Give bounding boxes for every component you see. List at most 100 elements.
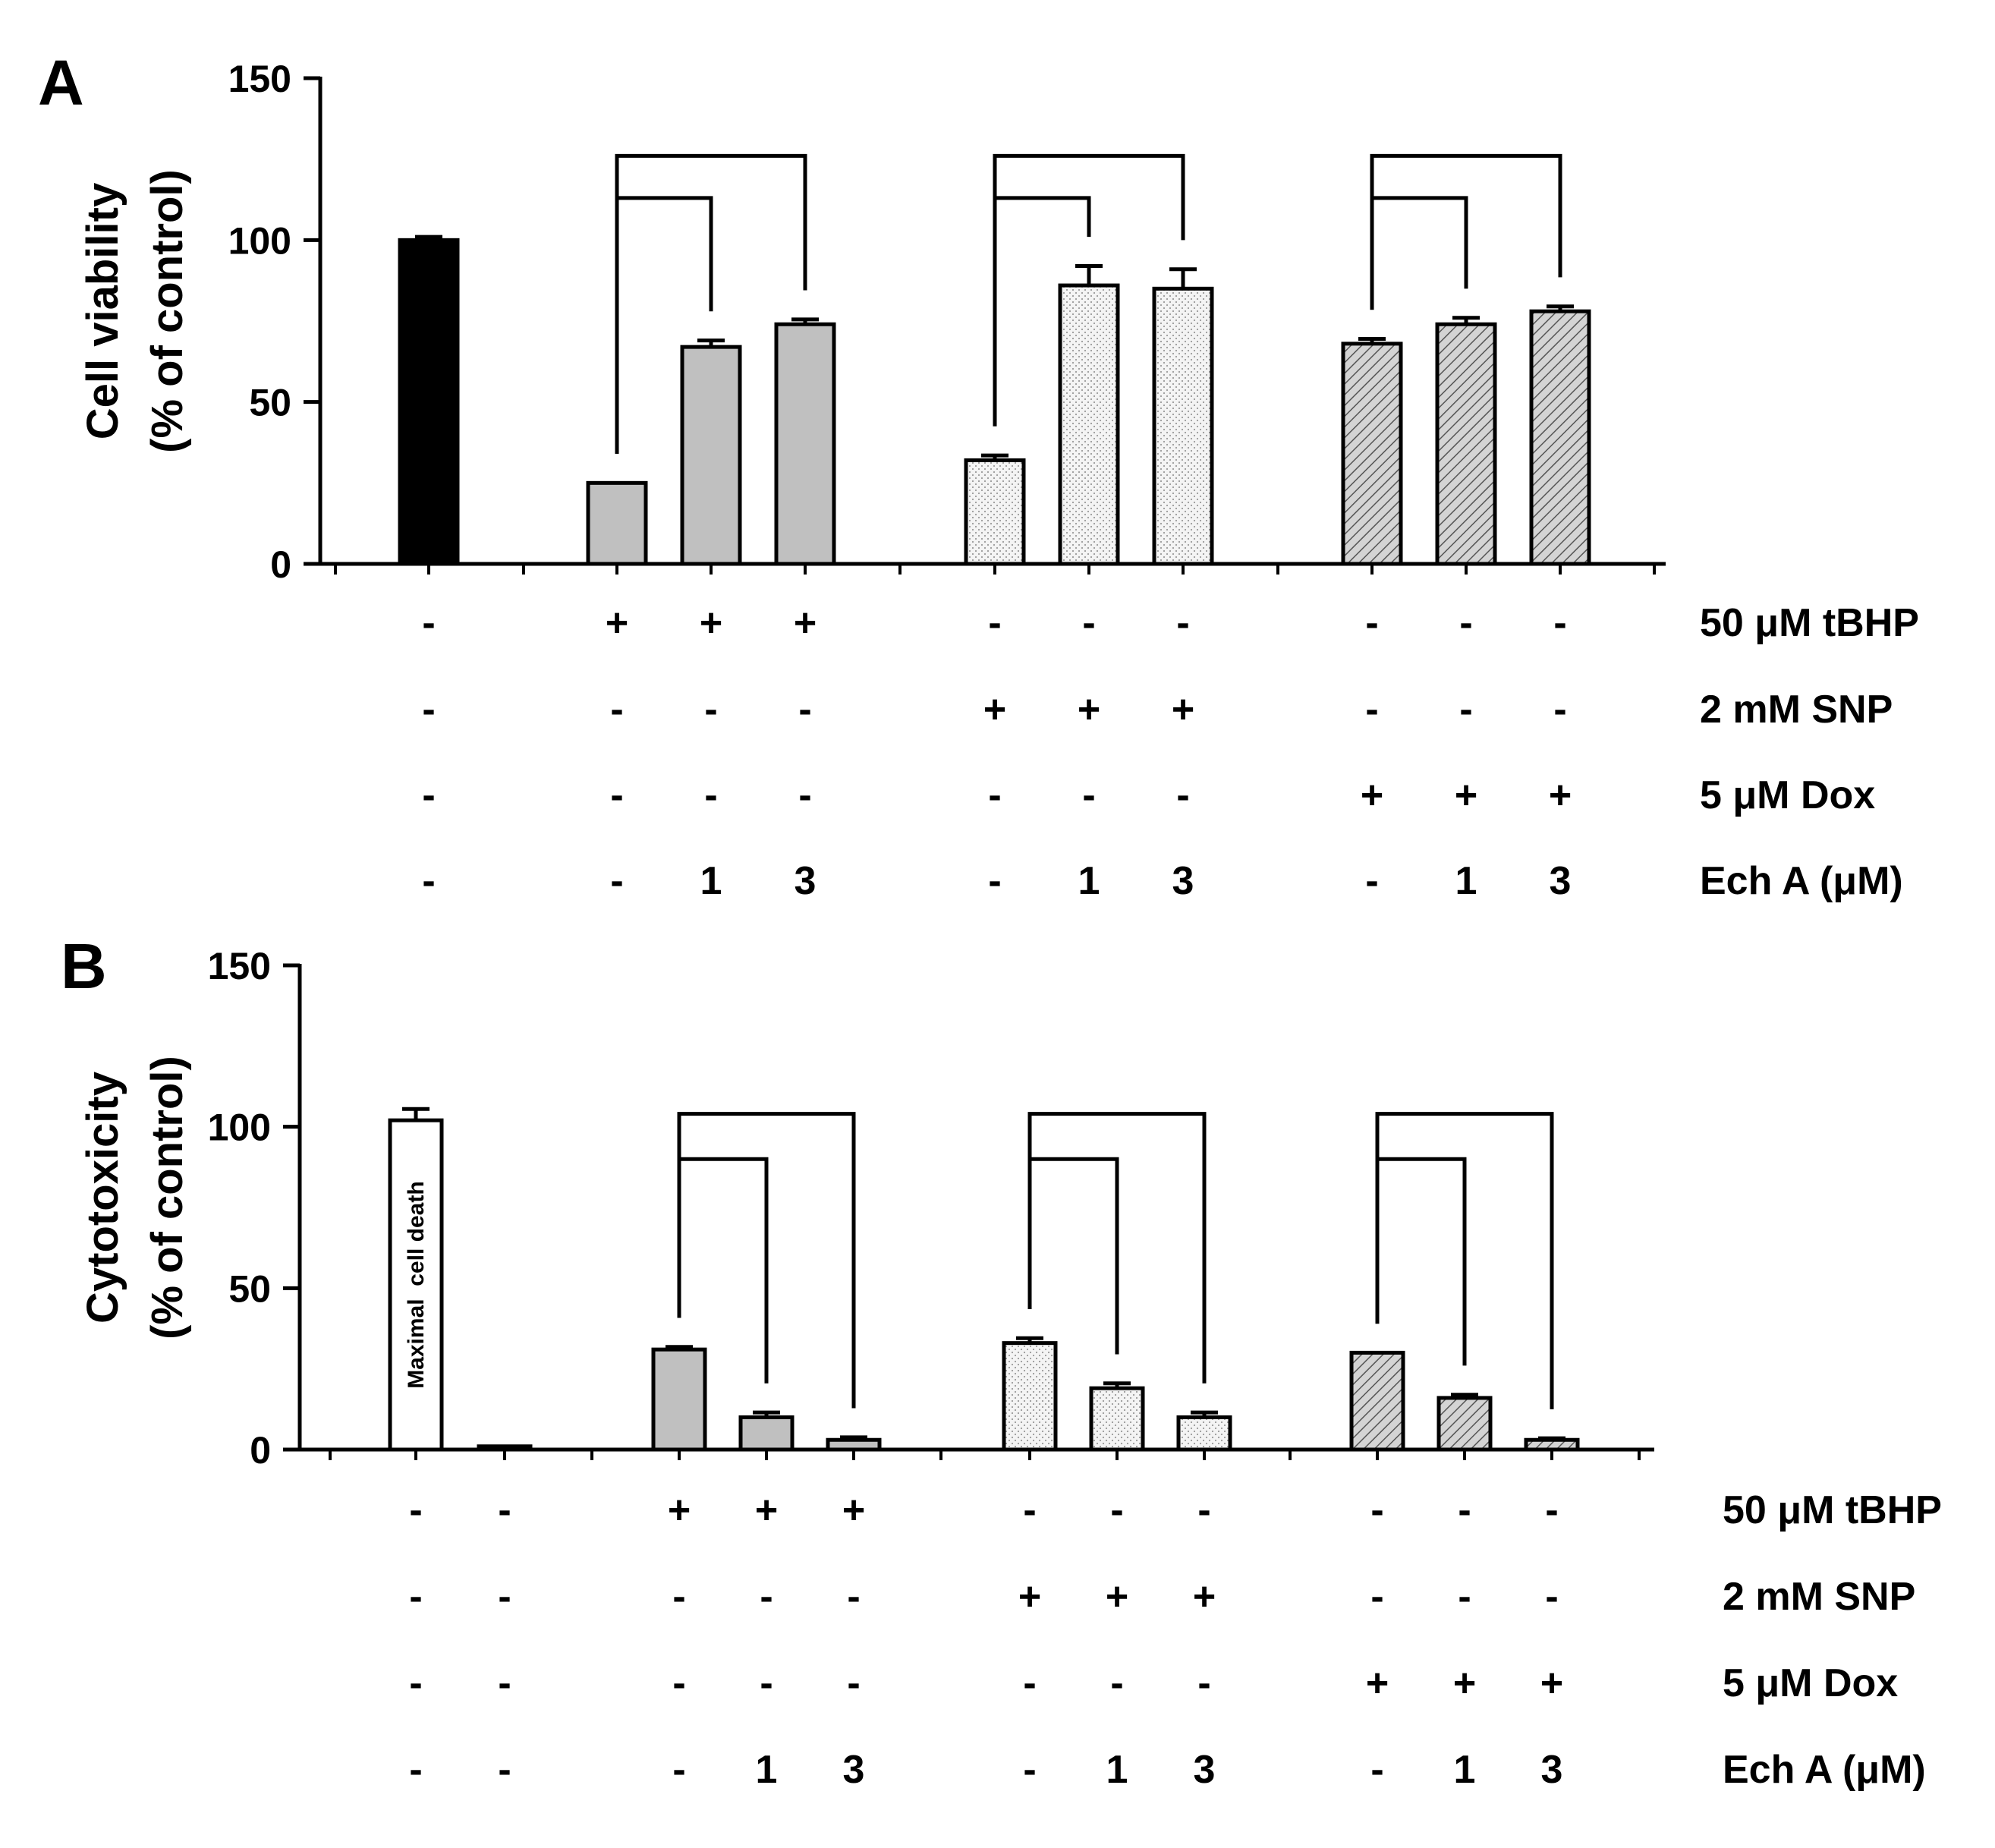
panel-a-treatment-cell: -: [1082, 773, 1095, 817]
panel-a-treatment-label: 5 μM Dox: [1700, 773, 1875, 817]
panel-a-ytick-label: 150: [228, 58, 291, 100]
panel-b-treatment-cell: -: [498, 1488, 511, 1532]
panel-b-bar: [477, 1444, 533, 1452]
panel-b-treatment-cell: -: [847, 1661, 860, 1705]
panel-b-treatment-cell: +: [1453, 1661, 1476, 1705]
panel-b-ytick-label: 100: [208, 1107, 271, 1149]
panel-b-bar: [651, 1347, 707, 1452]
panel-b-bar: [1524, 1437, 1580, 1452]
panel-b-treatment-cell: -: [1023, 1661, 1036, 1705]
panel-a-treatment-cell: -: [610, 773, 623, 817]
panel-a-treatment-cell: 1: [700, 859, 722, 903]
panel-a-bar: [964, 458, 1026, 566]
panel-a-treatment-cell: +: [1455, 773, 1477, 817]
panel-b-ytick-label: 150: [208, 945, 271, 987]
panel-a-ylabel: Cell viability (% of control): [78, 169, 192, 453]
panel-a-treatment-cell: -: [704, 773, 717, 817]
panel-a-treatment-cell: 3: [1550, 859, 1572, 903]
panel-b-ylabel-sub: (% of control): [143, 1056, 192, 1340]
panel-b-treatment-cell: -: [847, 1575, 860, 1619]
panel-b-treatment-cell: +: [1106, 1575, 1128, 1619]
panel-a-treatment-cell: +: [794, 601, 817, 645]
panel-a-treatment-cell: 3: [795, 859, 817, 903]
panel-a-ytick-label: 100: [228, 219, 291, 262]
panel-b-bar: [1436, 1396, 1493, 1452]
panel-b-treatment-label: 2 mM SNP: [1723, 1575, 1915, 1619]
panel-a-ytick-label: 50: [249, 382, 291, 424]
panel-a-treatment-cell: -: [1459, 601, 1472, 645]
panel-a-ylabel-sub: (% of control): [143, 169, 192, 453]
panel-b-treatment-label: 5 μM Dox: [1723, 1661, 1898, 1705]
panel-b-treatment-cell: -: [1023, 1488, 1036, 1532]
panel-a-bar: [398, 238, 460, 566]
panel-b-treatment-cell: -: [1458, 1575, 1471, 1619]
panel-b-treatment-cell: +: [1018, 1575, 1041, 1619]
panel-a-bar: [1435, 322, 1497, 566]
panel-a-treatment-cell: -: [704, 688, 717, 732]
panel-a-significance-bracket: [615, 153, 807, 454]
panel-a-treatment-cell: +: [700, 601, 722, 645]
panel-b-treatment-cell: +: [1193, 1575, 1216, 1619]
panel-a-treatment-cell: +: [1172, 688, 1194, 732]
panel-b-treatment-cell: -: [409, 1575, 422, 1619]
panel-b-bar: [1002, 1341, 1058, 1452]
panel-a-ytick-label: 0: [270, 543, 291, 586]
panel-a-treatment-cell: +: [1078, 688, 1100, 732]
panel-b-treatment-cell: -: [498, 1575, 511, 1619]
panel-a-treatment-cell: -: [1365, 859, 1378, 903]
panel-b-treatment-cell: -: [1370, 1488, 1383, 1532]
panel-a-treatment-cell: -: [798, 688, 811, 732]
panel-a-significance-bracket: [1370, 153, 1562, 310]
panel-a-bar: [1058, 283, 1120, 566]
panel-b-treatment-cell: +: [668, 1488, 691, 1532]
panel-b-treatment-cell: -: [409, 1488, 422, 1532]
panel-b-treatment-cell: 1: [1106, 1748, 1128, 1792]
panel-a-treatment-cell: -: [422, 601, 435, 645]
panel-a-treatment-cell: -: [1553, 688, 1566, 732]
panel-b-ylabel: Cytotoxicity (% of control): [78, 1056, 192, 1340]
panel-a-treatment-cell: -: [610, 859, 623, 903]
panel-a-treatment-cell: -: [988, 859, 1001, 903]
panel-a-treatment-cell: -: [1459, 688, 1472, 732]
panel-a: A Cell viability (% of control) 05010015…: [38, 47, 1919, 903]
panel-b-treatment-cell: +: [1366, 1661, 1389, 1705]
panel-b-treatment-cell: -: [498, 1748, 511, 1792]
panel-a-treatment-cell: -: [422, 688, 435, 732]
panel-a-treatment-cell: +: [1361, 773, 1383, 817]
panel-b-bar: [1089, 1386, 1145, 1452]
panel-a-bar: [774, 322, 836, 566]
panel-b-treatment-cell: -: [498, 1661, 511, 1705]
panel-a-treatment-cell: -: [422, 773, 435, 817]
panel-b-treatment-cell: 3: [843, 1748, 865, 1792]
panel-a-treatment-cell: -: [1365, 601, 1378, 645]
panel-a-bar: [1529, 309, 1591, 566]
panel-b-significance-bracket: [1375, 1157, 1467, 1366]
panel-b-treatment-cell: -: [1458, 1488, 1471, 1532]
panel-a-treatment-label: 2 mM SNP: [1700, 688, 1893, 732]
panel-a-treatment-label: 50 μM tBHP: [1700, 601, 1919, 645]
panel-b-plot: 0 50 100 150 Maximal cell death - - + + + - - - - - - 50…: [208, 945, 1942, 1792]
panel-a-bar: [1341, 342, 1403, 566]
panel-b-treatment-cell: -: [760, 1661, 773, 1705]
panel-a-treatment-label: Ech A (μM): [1700, 859, 1903, 903]
panel-a-treatment-cell: 1: [1078, 859, 1100, 903]
panel-b-treatment-label: 50 μM tBHP: [1723, 1488, 1942, 1532]
panel-b-treatment-cell: -: [409, 1661, 422, 1705]
panel-a-treatment-cell: 3: [1172, 859, 1194, 903]
panel-b-treatment-label: Ech A (μM): [1723, 1748, 1926, 1792]
panel-a-treatment-cell: -: [1082, 601, 1095, 645]
panel-b-bar: [738, 1415, 795, 1452]
panel-b-bar-label: Maximal cell death: [404, 1181, 429, 1388]
panel-b: B Cytotoxicity (% of control) 0 50 100 150 M…: [61, 930, 1942, 1792]
panel-b-treatment-cell: -: [1023, 1748, 1036, 1792]
panel-b-ytick-label: 50: [228, 1267, 271, 1310]
panel-a-treatment-cell: 1: [1455, 859, 1477, 903]
panel-b-significance-bracket: [1027, 1157, 1119, 1355]
panel-b-ytick-label: 0: [250, 1429, 271, 1472]
panel-b-treatment-cell: -: [1110, 1488, 1123, 1532]
panel-a-treatment-cell: -: [988, 601, 1001, 645]
panel-b-significance-bracket: [1375, 1112, 1554, 1409]
panel-a-treatment-cell: +: [1549, 773, 1572, 817]
panel-b-treatment-cell: -: [760, 1575, 773, 1619]
